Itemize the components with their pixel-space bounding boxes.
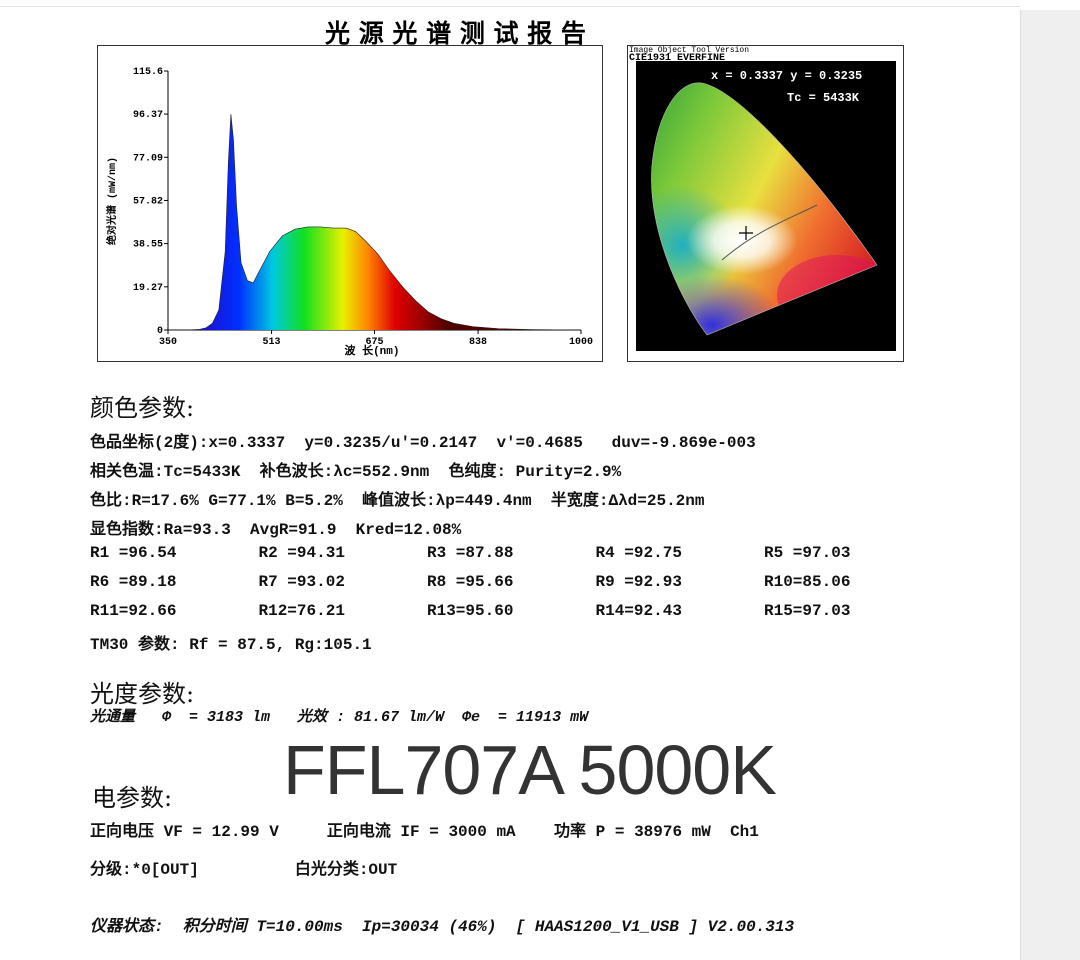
spectrum-area (168, 114, 581, 330)
r-value: R3 =87.88 (427, 544, 514, 562)
y-tick-label: 19.27 (133, 283, 163, 294)
x-tick-label: 675 (365, 337, 383, 348)
r-value: R5 =97.03 (764, 544, 851, 562)
r-value: R11=92.66 (90, 602, 177, 620)
x-tick-label: 350 (159, 337, 177, 348)
y-axis-label: 绝对光谱 (mW/nm) (105, 157, 119, 245)
color-line: 相关色温:Tc=5433K 补色波长:λc=552.9nm 色纯度: Purit… (90, 463, 622, 481)
spectrum-line (168, 114, 582, 331)
r-value: R14=92.43 (595, 602, 682, 620)
planckian-locus (721, 204, 818, 261)
status-line: 仪器状态: 积分时间 T=10.00ms Ip=30034 (46%) [ HA… (90, 918, 795, 936)
electrical-heading: 电参数: (92, 784, 173, 812)
y-tick-label: 38.55 (133, 240, 163, 251)
watermark: Image Object Tool Version (629, 46, 749, 55)
y-tick-label: 57.82 (133, 196, 163, 207)
r-value: R15=97.03 (764, 602, 851, 620)
r-value: R1 =96.54 (90, 544, 177, 562)
tm30: TM30 参数: Rf = 87.5, Rg:105.1 (90, 636, 372, 654)
y-tick-label: 96.37 (133, 110, 163, 121)
chromaticity-point (739, 226, 753, 240)
r-value: R13=95.60 (427, 602, 514, 620)
y-tick-label: 77.09 (133, 153, 163, 164)
cie-tc: Tc = 5433K (787, 91, 860, 105)
color-line: 色比:R=17.6% G=77.1% B=5.2% 峰值波长:λp=449.4n… (90, 492, 705, 510)
cie-title: CIE1931 EVERFINE (629, 53, 725, 64)
r-value: R8 =95.66 (427, 573, 514, 591)
cie-coords: x = 0.3337 y = 0.3235 (711, 69, 862, 83)
r-value: R6 =89.18 (90, 573, 177, 591)
x-tick-label: 838 (469, 337, 487, 348)
spectral-locus (651, 82, 878, 336)
color-line: 色品坐标(2度):x=0.3337 y=0.3235/u'=0.2147 v'=… (90, 434, 756, 452)
x-tick-label: 1000 (569, 337, 593, 348)
color-heading: 颜色参数: (90, 394, 195, 422)
scrollbar[interactable] (1020, 10, 1080, 960)
r-value: R7 =93.02 (258, 573, 345, 591)
spectrum-chart: 绝对光谱 (mW/nm) 波 长(nm) 0 19.27 38.55 57.82 77.… (97, 45, 603, 362)
report-title: 光 源 光 谱 测 试 报 告 (325, 19, 586, 48)
overlay-label: FFL707A 5000K (283, 731, 777, 809)
r-value: R2 =94.31 (258, 544, 345, 562)
photometric-heading: 光度参数: (90, 680, 195, 708)
top-strip (0, 0, 1020, 7)
r-value: R4 =92.75 (595, 544, 682, 562)
x-tick-label: 513 (263, 337, 281, 348)
electrical-line: 正向电压 VF = 12.99 V 正向电流 IF = 3000 mA 功率 P… (90, 823, 759, 841)
y-tick-label: 0 (157, 326, 163, 337)
color-line: 显色指数:Ra=93.3 AvgR=91.9 Kred=12.08% (90, 521, 462, 539)
cie-diagram: Image Object Tool Version CIE1931 EVERFI… (627, 45, 904, 362)
x-axis-label: 波 长(nm) (344, 343, 399, 358)
electrical-line: 分级:*0[OUT] 白光分类:OUT (90, 861, 398, 879)
r-value: R12=76.21 (258, 602, 345, 620)
photometric-line: 光通量 Φ = 3183 lm 光效 : 81.67 lm/W Φe = 119… (90, 709, 589, 726)
y-tick-label: 115.6 (133, 67, 163, 78)
r-value: R9 =92.93 (595, 573, 682, 591)
r-value: R10=85.06 (764, 573, 851, 591)
